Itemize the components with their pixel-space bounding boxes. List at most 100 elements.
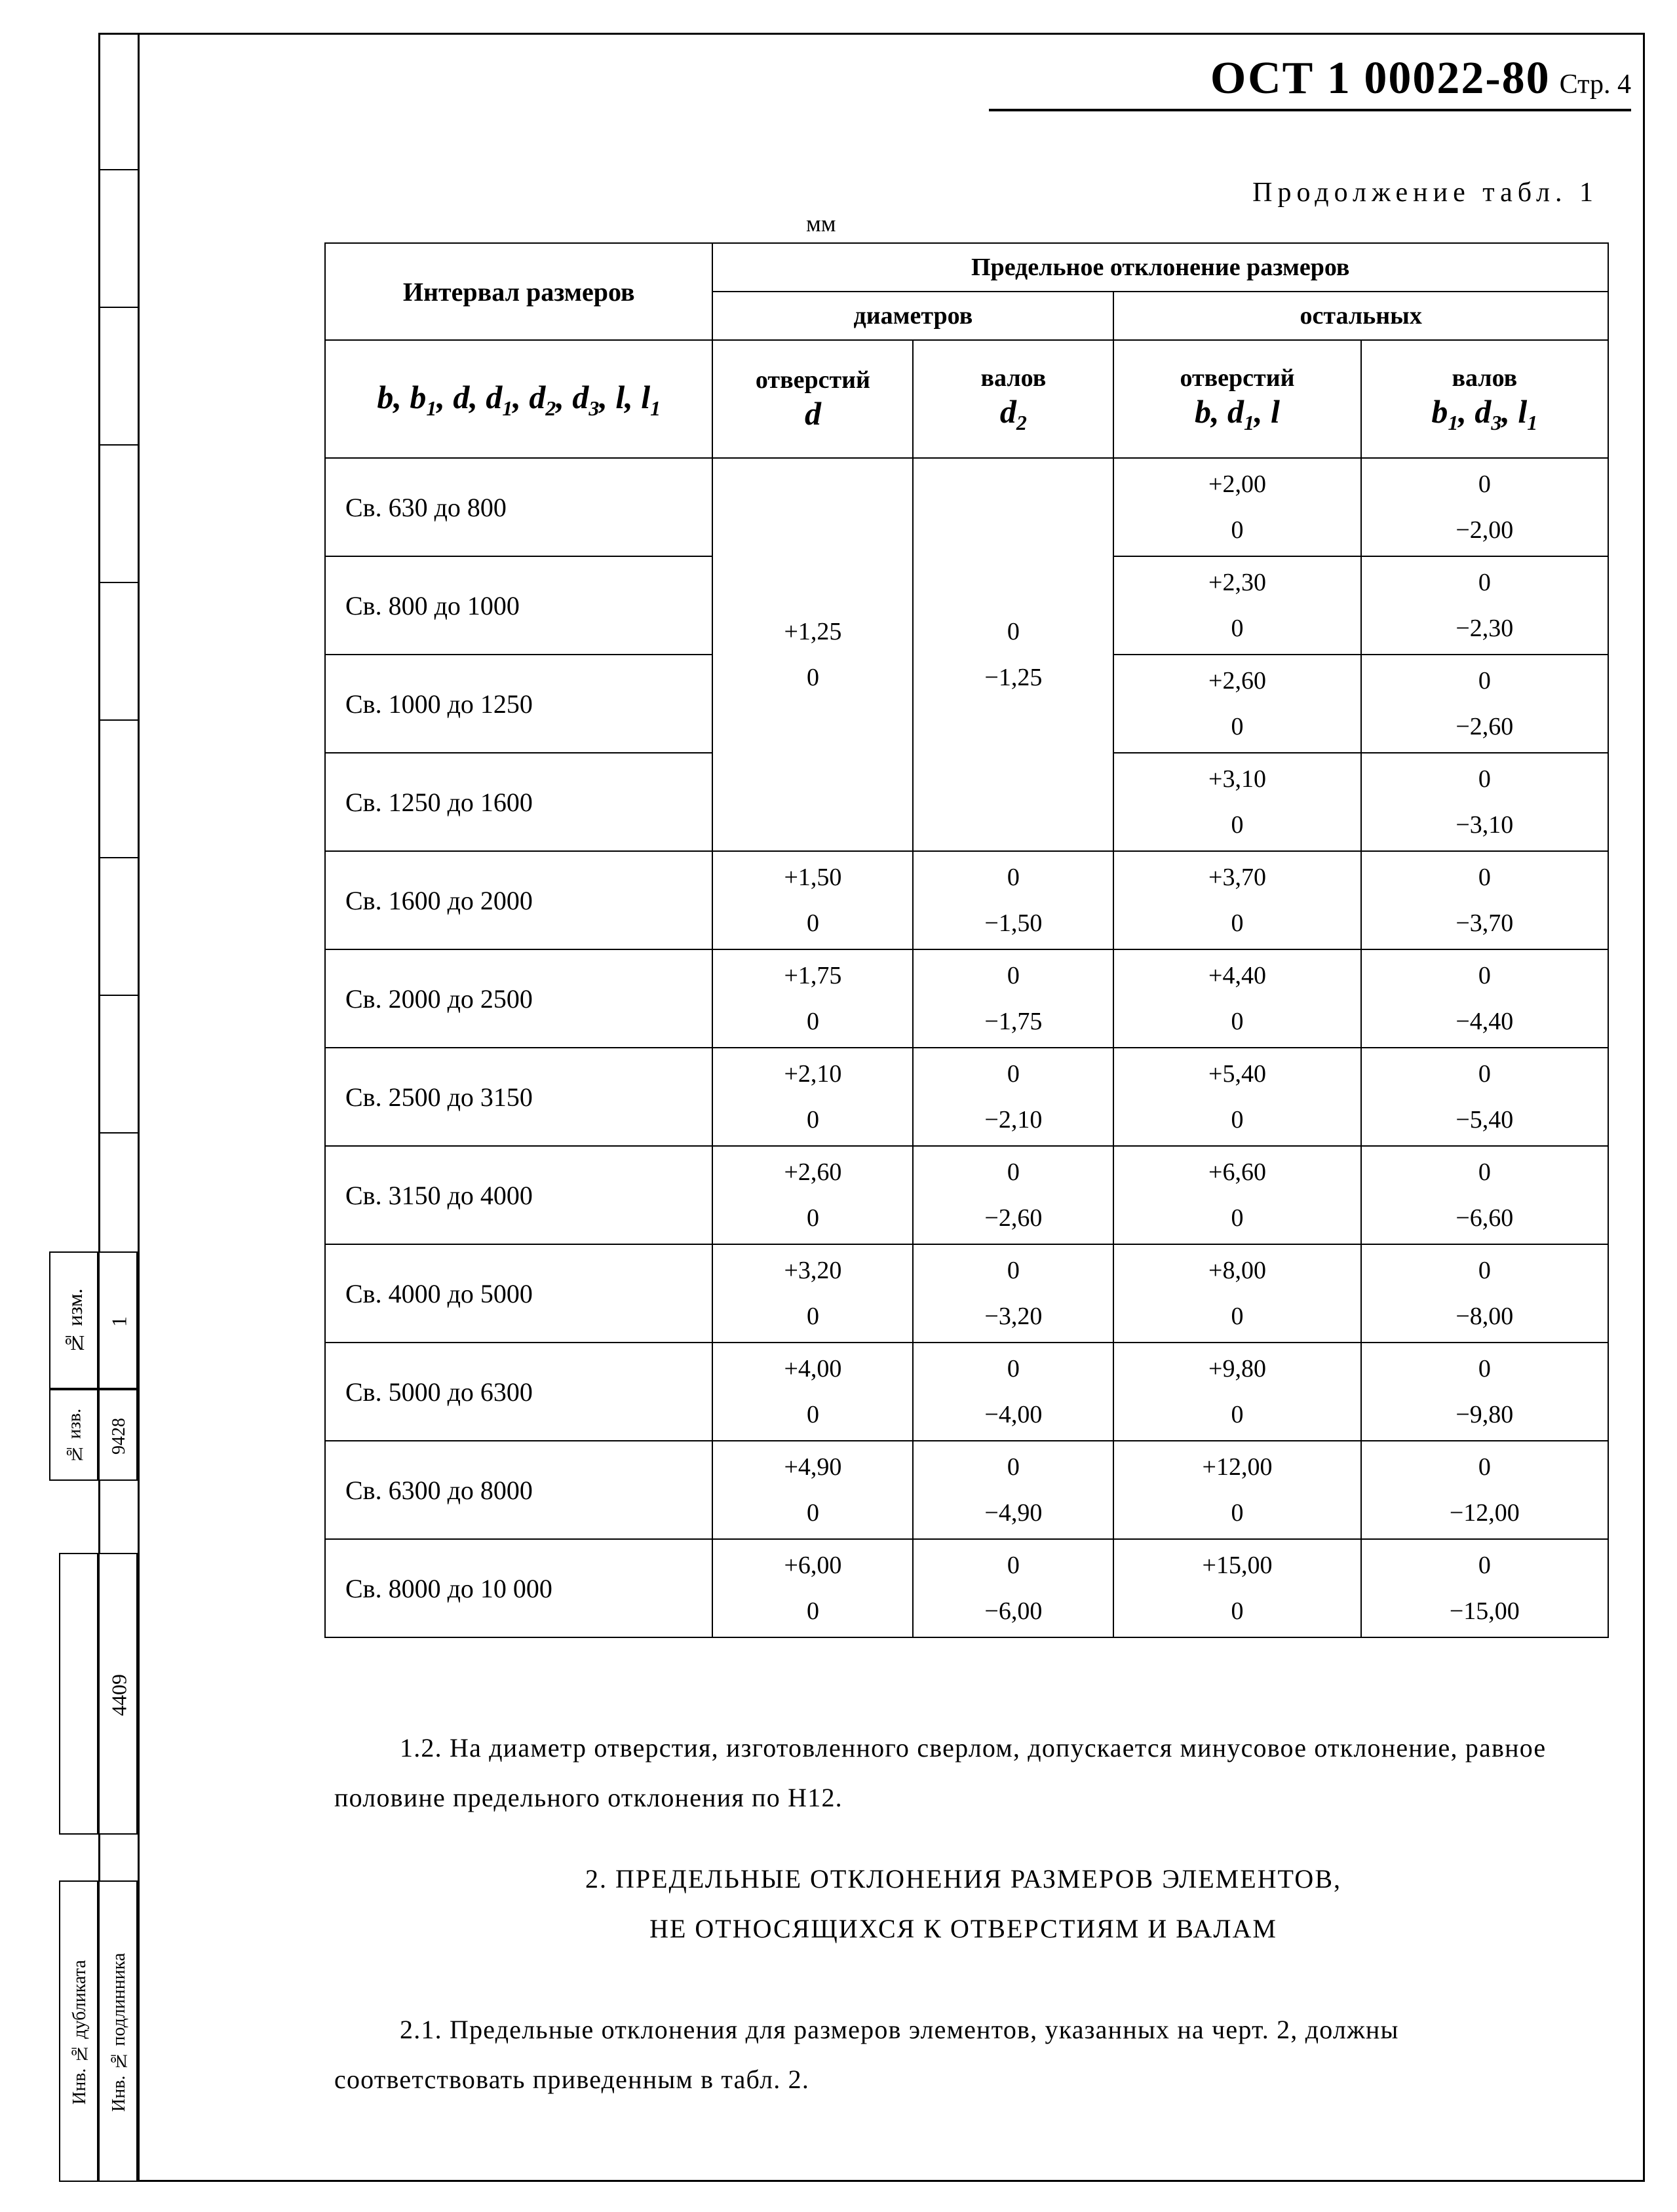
cell-other-hole: +2,600 [1113,655,1360,753]
note-2-1: 2.1. Предельные отклонения для размеров … [334,1979,1592,2131]
hdr-other: остальных [1113,292,1608,340]
cell-d2: 0−4,00 [913,1343,1113,1441]
table-row: Св. 2500 до 3150+2,1000−2,10+5,4000−5,40 [325,1048,1608,1146]
hdr-col4-m: b1, d3, l1 [1364,392,1605,435]
side-box-num2: 9428 [98,1389,138,1481]
hdr-col4-t: валов [1364,364,1605,392]
cell-d2: 0−4,90 [913,1441,1113,1539]
hdr-col2-m: d2 [916,392,1110,435]
cell-other-shaft: 0−12,00 [1361,1441,1608,1539]
label-dub: Инв. № дубликата [60,1882,100,2183]
row-label: Св. 1000 до 1250 [325,655,712,753]
hdr-col3-m: b, d1, l [1117,392,1357,435]
cell-other-shaft: 0−2,60 [1361,655,1608,753]
left-strip [98,33,138,2182]
table-row: Св. 4000 до 5000+3,2000−3,20+8,0000−8,00 [325,1244,1608,1343]
label-num1: 1 [100,1253,139,1390]
row-label: Св. 4000 до 5000 [325,1244,712,1343]
label-num3: 4409 [100,1554,139,1836]
cell-d: +1,750 [712,949,913,1048]
label-izv: № изв. [50,1390,100,1482]
section-2-line2: НЕ ОТНОСЯЩИХСЯ К ОТВЕРСТИЯМ И ВАЛАМ [334,1904,1592,1954]
row-label: Св. 5000 до 6300 [325,1343,712,1441]
cell-d: +4,000 [712,1343,913,1441]
label-pod: Инв. № подлинника [100,1882,139,2183]
row-label: Св. 800 до 1000 [325,556,712,655]
table-row: Св. 6300 до 8000+4,9000−4,90+12,0000−12,… [325,1441,1608,1539]
cell-d2: 0−2,60 [913,1146,1113,1244]
side-box-dub: Инв. № дубликата [59,1880,98,2182]
cell-other-hole: +2,000 [1113,458,1360,556]
unit-label: мм [806,210,836,237]
cell-d2-block: 0−1,25 [913,458,1113,851]
cell-other-shaft: 0−6,60 [1361,1146,1608,1244]
hdr-col1-t: отверстий [716,366,910,394]
side-box-izv: № изв. [49,1389,98,1481]
header: ОСТ 1 00022-80 Стр. 4 [989,52,1631,111]
section-2-title: 2. ПРЕДЕЛЬНЫЕ ОТКЛОНЕНИЯ РАЗМЕРОВ ЭЛЕМЕН… [334,1854,1592,1954]
cell-other-hole: +3,700 [1113,851,1360,949]
row-label: Св. 6300 до 8000 [325,1441,712,1539]
cell-other-shaft: 0−2,30 [1361,556,1608,655]
row-label: Св. 1600 до 2000 [325,851,712,949]
side-box-blank [59,1553,98,1835]
cell-d: +3,200 [712,1244,913,1343]
cell-d: +1,500 [712,851,913,949]
cell-d-block: +1,250 [712,458,913,851]
page: № изм. 1 № изв. 9428 4409 Инв. № дублика… [0,0,1677,2212]
cell-other-shaft: 0−3,10 [1361,753,1608,851]
label-num2: 9428 [100,1390,139,1482]
cell-other-hole: +6,600 [1113,1146,1360,1244]
cell-d: +2,100 [712,1048,913,1146]
cell-other-hole: +15,000 [1113,1539,1360,1637]
row-label: Св. 2500 до 3150 [325,1048,712,1146]
interval-math-text: b, b1, d, d1, d2, d3, l, l1 [377,379,661,415]
table-row: Св. 630 до 800+1,2500−1,25+2,0000−2,00 [325,458,1608,556]
side-box-izm: № изм. [49,1251,98,1389]
table-row: Св. 5000 до 6300+4,0000−4,00+9,8000−9,80 [325,1343,1608,1441]
table-head: Интервал размеров Предельное отклонение … [325,243,1608,458]
row-label: Св. 630 до 800 [325,458,712,556]
hdr-col1-m: d [716,394,910,432]
label-izm: № изм. [50,1253,100,1390]
doc-underline [989,109,1631,111]
hdr-col3-t: отверстий [1117,364,1357,392]
row-label: Св. 3150 до 4000 [325,1146,712,1244]
hdr-col4: валов b1, d3, l1 [1361,340,1608,458]
cell-d2: 0−6,00 [913,1539,1113,1637]
cell-other-hole: +9,800 [1113,1343,1360,1441]
cell-d: +4,900 [712,1441,913,1539]
cell-d2: 0−1,50 [913,851,1113,949]
cell-other-shaft: 0−8,00 [1361,1244,1608,1343]
hdr-col2: валов d2 [913,340,1113,458]
cell-d: +6,000 [712,1539,913,1637]
tolerance-table: Интервал размеров Предельное отклонение … [324,242,1609,1638]
hdr-interval-math: b, b1, d, d1, d2, d3, l, l1 [325,340,712,458]
table-row: Св. 1600 до 2000+1,5000−1,50+3,7000−3,70 [325,851,1608,949]
cell-other-hole: +4,400 [1113,949,1360,1048]
cell-other-shaft: 0−5,40 [1361,1048,1608,1146]
hdr-diam: диаметров [712,292,1113,340]
cell-other-hole: +12,000 [1113,1441,1360,1539]
cell-other-shaft: 0−2,00 [1361,458,1608,556]
cell-d: +2,600 [712,1146,913,1244]
row-label: Св. 1250 до 1600 [325,753,712,851]
hdr-interval: Интервал размеров [325,243,712,340]
section-2-line1: 2. ПРЕДЕЛЬНЫЕ ОТКЛОНЕНИЯ РАЗМЕРОВ ЭЛЕМЕН… [334,1854,1592,1904]
table-continuation: Продолжение табл. 1 [1252,177,1598,208]
hdr-col1: отверстий d [712,340,913,458]
hdr-col3: отверстий b, d1, l [1113,340,1360,458]
cell-d2: 0−2,10 [913,1048,1113,1146]
page-number: Стр. 4 [1560,69,1631,100]
cell-other-shaft: 0−4,40 [1361,949,1608,1048]
cell-d2: 0−3,20 [913,1244,1113,1343]
cell-other-shaft: 0−9,80 [1361,1343,1608,1441]
cell-other-shaft: 0−15,00 [1361,1539,1608,1637]
cell-other-hole: +3,100 [1113,753,1360,851]
note-2-1-text: 2.1. Предельные отклонения для размеров … [334,2005,1592,2105]
cell-other-hole: +8,000 [1113,1244,1360,1343]
hdr-tol-group: Предельное отклонение размеров [712,243,1608,292]
row-label: Св. 8000 до 10 000 [325,1539,712,1637]
cell-other-shaft: 0−3,70 [1361,851,1608,949]
side-box-num3: 4409 [98,1553,138,1835]
